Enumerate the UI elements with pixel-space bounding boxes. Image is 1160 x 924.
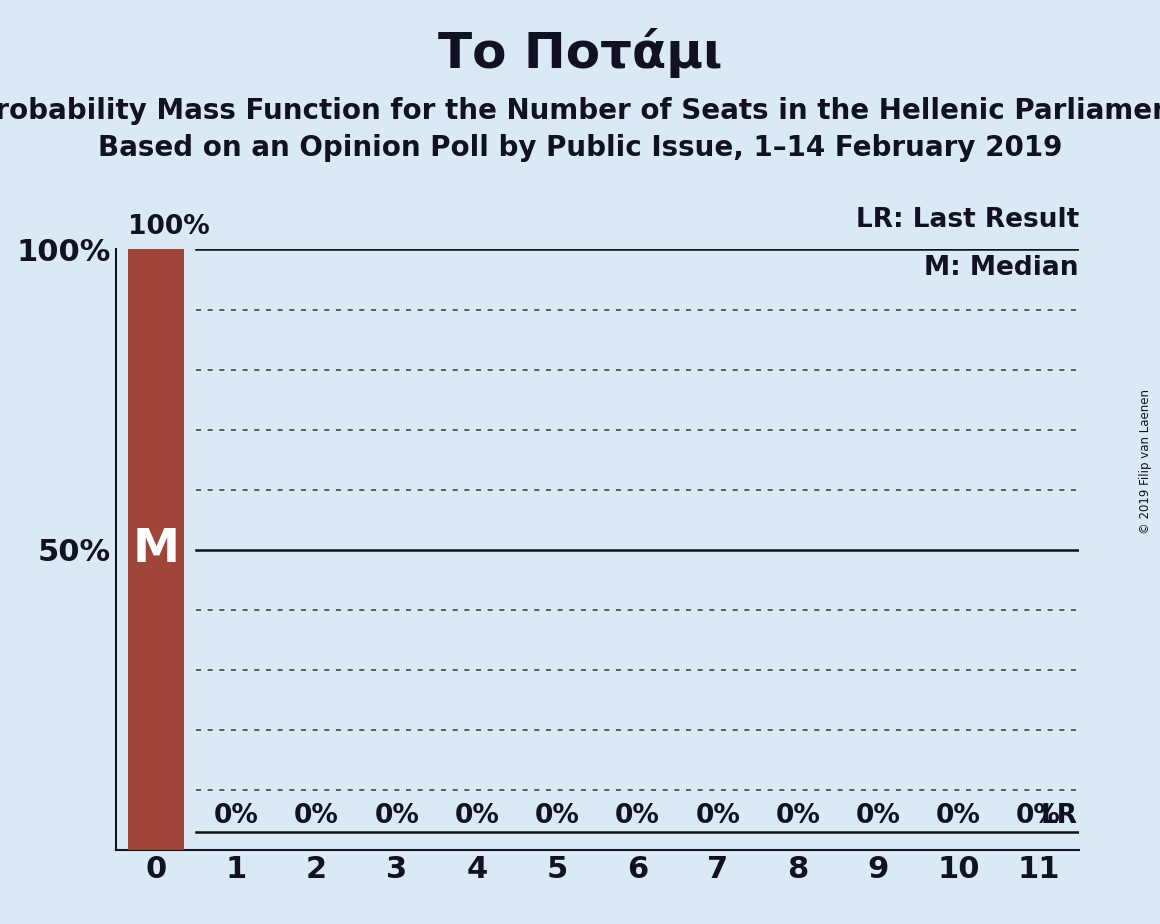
Text: LR: LR	[1041, 803, 1078, 829]
Text: 0%: 0%	[856, 803, 900, 829]
Text: 0%: 0%	[213, 803, 259, 829]
Text: Probability Mass Function for the Number of Seats in the Hellenic Parliament: Probability Mass Function for the Number…	[0, 97, 1160, 125]
Text: Το Ποτάμι: Το Ποτάμι	[437, 28, 723, 78]
Text: 0%: 0%	[535, 803, 580, 829]
Text: 0%: 0%	[936, 803, 981, 829]
Text: Based on an Opinion Poll by Public Issue, 1–14 February 2019: Based on an Opinion Poll by Public Issue…	[97, 134, 1063, 162]
Text: LR: Last Result: LR: Last Result	[856, 207, 1079, 233]
Text: 0%: 0%	[295, 803, 339, 829]
Text: 0%: 0%	[776, 803, 820, 829]
Text: M: M	[132, 528, 180, 572]
Text: 0%: 0%	[375, 803, 419, 829]
Text: 0%: 0%	[615, 803, 660, 829]
Text: 0%: 0%	[695, 803, 740, 829]
Text: 0%: 0%	[1016, 803, 1061, 829]
Text: 0%: 0%	[455, 803, 500, 829]
Text: 100%: 100%	[128, 214, 210, 240]
Text: © 2019 Filip van Laenen: © 2019 Filip van Laenen	[1139, 390, 1152, 534]
Text: M: Median: M: Median	[925, 255, 1079, 281]
Bar	[128, 249, 184, 850]
